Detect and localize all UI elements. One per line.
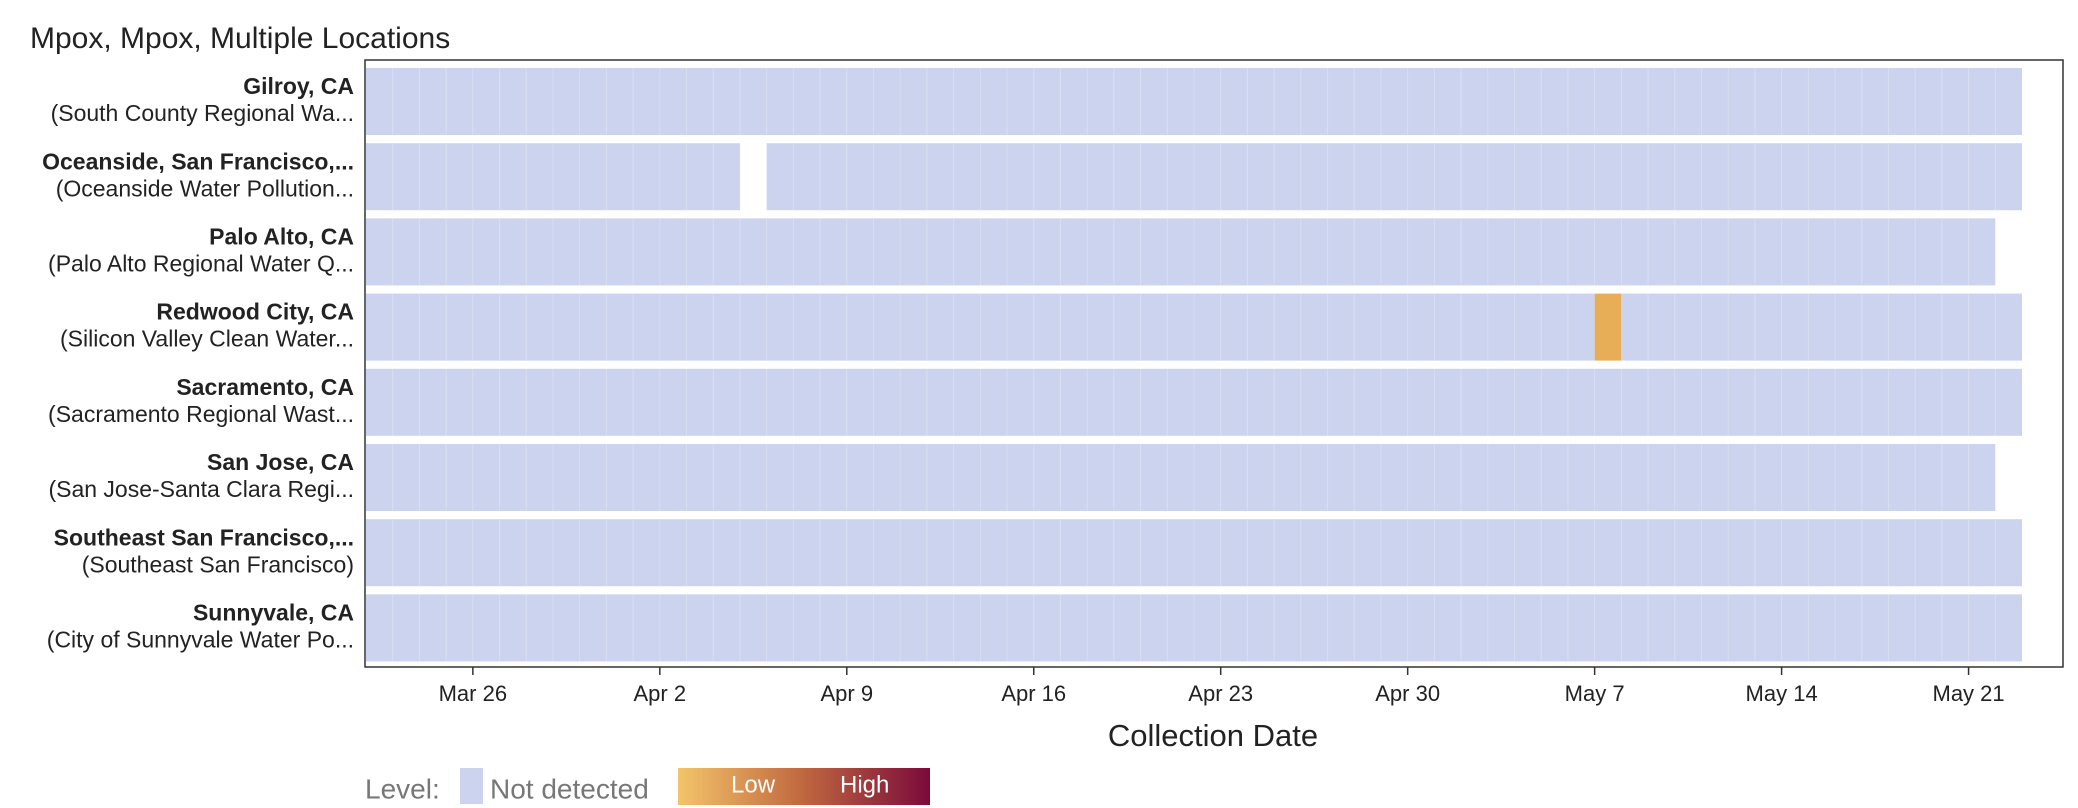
x-tick-label: Mar 26 [439, 681, 507, 706]
x-axis-title: Collection Date [1108, 718, 1318, 753]
row-name: Southeast San Francisco,... [54, 524, 354, 550]
plot-frame [364, 59, 2064, 668]
legend-low: Low [731, 771, 776, 798]
cell [366, 293, 1595, 361]
row-name: Gilroy, CA [243, 73, 354, 99]
row-site: (Silicon Valley Clean Water... [60, 326, 354, 352]
row-site: (Southeast San Francisco) [82, 551, 354, 577]
row-name: Sacramento, CA [176, 374, 354, 400]
row-name: Oceanside, San Francisco,... [42, 148, 354, 174]
cell [366, 143, 740, 211]
x-tick-label: May 21 [1933, 681, 2005, 706]
x-tick-label: Apr 9 [820, 681, 873, 706]
chart-title: Mpox, Mpox, Multiple Locations [30, 22, 450, 55]
row-name: Palo Alto, CA [209, 223, 354, 249]
x-tick-label: Apr 2 [634, 681, 687, 706]
row-site: (San Jose-Santa Clara Regi... [48, 476, 354, 502]
legend-swatch [460, 768, 483, 804]
x-tick-label: May 7 [1565, 681, 1625, 706]
cell [366, 519, 2022, 587]
legend-gradient [678, 768, 930, 805]
row-site: (Sacramento Regional Wast... [48, 401, 354, 427]
x-tick-label: May 14 [1746, 681, 1818, 706]
row-name: San Jose, CA [207, 449, 354, 475]
cell [366, 444, 1996, 511]
legend-high: High [840, 771, 889, 798]
row-name: Sunnyvale, CA [193, 599, 354, 625]
cell [366, 218, 1996, 286]
row-site: (City of Sunnyvale Water Po... [47, 626, 354, 652]
x-tick-label: Apr 23 [1188, 681, 1253, 706]
row-site: (Oceanside Water Pollution... [56, 175, 354, 201]
cell [1621, 293, 2022, 361]
cell [366, 594, 2022, 662]
cell [766, 143, 2022, 211]
row-name: Redwood City, CA [156, 299, 354, 325]
cell [366, 368, 2022, 436]
legend-title: Level: [365, 773, 440, 804]
row-site: (South County Regional Wa... [51, 100, 354, 126]
cell [366, 68, 2022, 135]
row-site: (Palo Alto Regional Water Q... [48, 250, 354, 276]
x-tick-label: Apr 30 [1375, 681, 1440, 706]
cell [1594, 293, 1622, 361]
x-tick-label: Apr 16 [1001, 681, 1066, 706]
legend-label: Not detected [490, 773, 649, 804]
